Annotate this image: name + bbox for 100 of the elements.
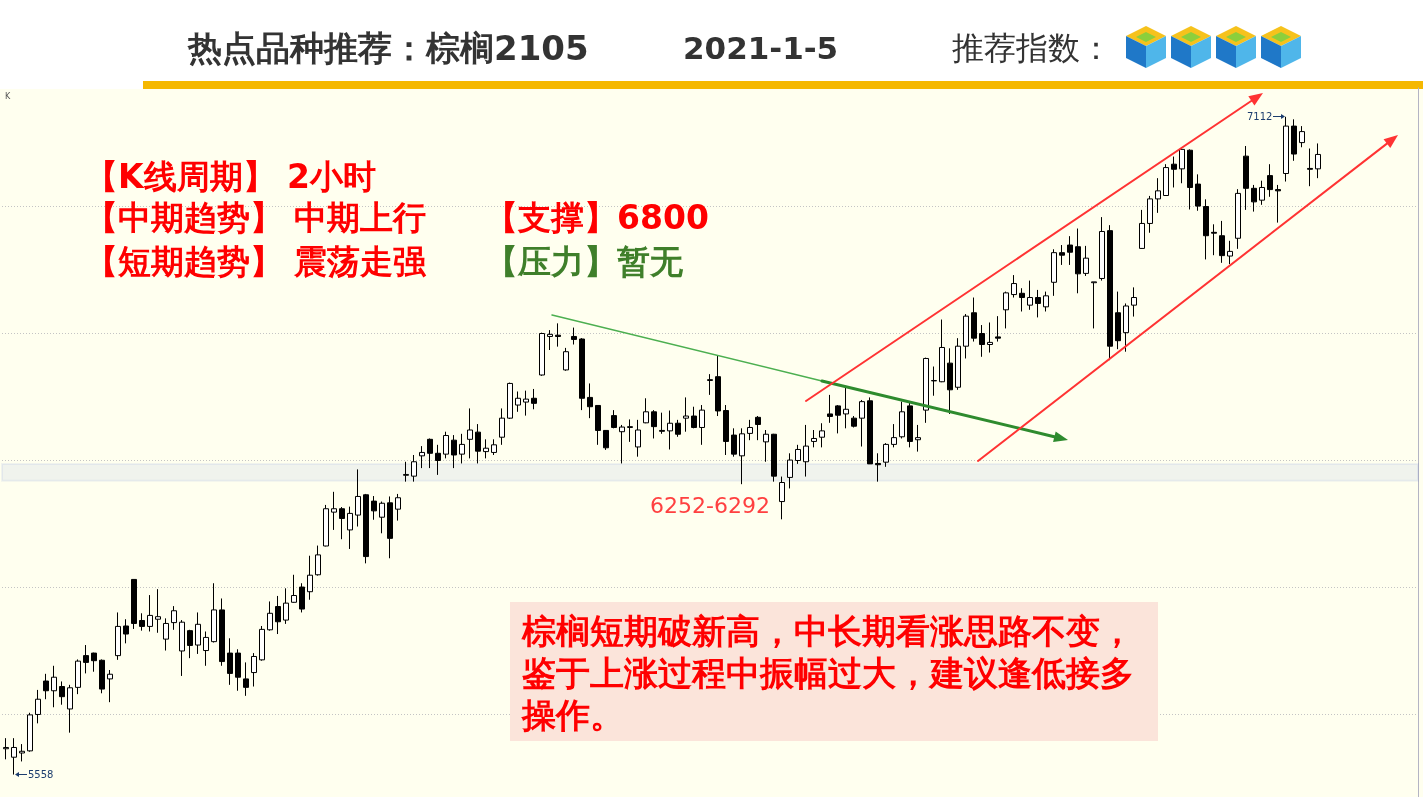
candlestick	[419, 445, 425, 469]
candlestick	[1211, 223, 1217, 256]
candlestick	[315, 545, 321, 577]
candlestick	[1251, 184, 1257, 213]
candlestick	[819, 422, 825, 448]
candlestick	[763, 429, 769, 463]
annotation: 【K线周期】 2小时	[85, 157, 377, 196]
candlestick	[195, 611, 201, 655]
candlestick	[611, 409, 617, 429]
candlestick	[1131, 286, 1137, 318]
candlestick	[635, 419, 641, 458]
candlestick	[915, 424, 921, 453]
candlestick	[259, 625, 265, 662]
candlestick	[1315, 142, 1321, 179]
candlestick	[291, 574, 297, 604]
candlestick	[803, 424, 809, 478]
candlestick	[1035, 289, 1041, 318]
candlestick	[91, 652, 97, 673]
candlestick	[155, 588, 161, 634]
annotation: 5558	[28, 768, 54, 780]
candlestick	[595, 404, 601, 446]
candlestick	[995, 315, 1001, 343]
candlestick	[979, 324, 985, 358]
candlestick	[907, 401, 913, 448]
candlestick	[1307, 148, 1313, 187]
candlestick	[1275, 184, 1281, 224]
candlestick	[939, 319, 945, 383]
candlestick	[355, 468, 361, 528]
candlestick	[187, 629, 193, 659]
candlestick	[403, 461, 409, 483]
candlestick	[1091, 281, 1097, 329]
candlestick	[491, 438, 497, 456]
candlestick	[683, 396, 689, 433]
candlestick	[627, 418, 633, 443]
candlestick	[147, 594, 153, 632]
candlestick	[651, 409, 657, 439]
candlestick	[643, 397, 649, 424]
candlestick	[851, 415, 857, 428]
candlestick	[715, 354, 721, 417]
candlestick	[179, 619, 185, 677]
band-label: 6252-6292	[650, 493, 770, 519]
candlestick	[483, 438, 489, 459]
candlestick	[1203, 198, 1209, 260]
candlestick	[987, 322, 993, 354]
candlestick	[1171, 156, 1177, 188]
candlestick	[1067, 235, 1073, 266]
candlestick	[467, 407, 473, 459]
candlestick	[19, 743, 25, 762]
candlestick	[1043, 291, 1049, 312]
candlestick	[947, 347, 953, 415]
annotation: 【短期趋势】 震荡走强	[85, 242, 427, 281]
candlestick	[971, 297, 977, 343]
candlestick	[1147, 195, 1153, 234]
candlestick	[139, 612, 145, 632]
candlestick	[3, 737, 9, 760]
candlestick	[667, 410, 673, 450]
candlestick	[707, 373, 713, 396]
candlestick	[67, 684, 73, 734]
candlestick	[443, 431, 449, 459]
candlestick	[243, 661, 249, 697]
candlestick	[603, 429, 609, 451]
candlestick	[579, 337, 585, 411]
candlestick	[379, 501, 385, 534]
candlestick	[1075, 228, 1081, 294]
candlestick	[1267, 163, 1273, 198]
candlestick	[571, 327, 577, 346]
candlestick	[1019, 287, 1025, 312]
candlestick	[219, 597, 225, 667]
candlestick	[827, 394, 833, 424]
candlestick	[331, 491, 337, 531]
candlestick	[203, 631, 209, 667]
annotation: K	[5, 92, 11, 101]
candlestick	[475, 423, 481, 464]
candlestick	[299, 582, 305, 613]
candlestick	[1027, 280, 1033, 311]
candlestick	[339, 506, 345, 540]
candlestick	[867, 396, 873, 465]
candlestick	[275, 595, 281, 635]
candlestick	[211, 582, 217, 643]
candlestick	[1195, 173, 1201, 212]
candlestick	[515, 390, 521, 413]
candlestick	[11, 737, 17, 776]
candlestick	[843, 386, 849, 429]
candlestick	[1235, 188, 1241, 250]
candlestick	[923, 357, 929, 424]
annotation: 【支撑】6800	[485, 198, 709, 237]
candlestick	[875, 452, 881, 483]
candlestick	[723, 404, 729, 456]
candlestick	[283, 587, 289, 625]
candlestick	[411, 454, 417, 483]
candlestick	[171, 605, 177, 631]
candlestick	[35, 689, 41, 724]
candlestick	[1155, 177, 1161, 214]
candlestick	[755, 415, 761, 441]
candlestick	[307, 555, 313, 601]
candlestick	[131, 578, 137, 630]
candlestick	[107, 669, 113, 703]
candlestick	[795, 444, 801, 465]
candlestick	[251, 652, 257, 688]
candlestick	[691, 406, 697, 429]
